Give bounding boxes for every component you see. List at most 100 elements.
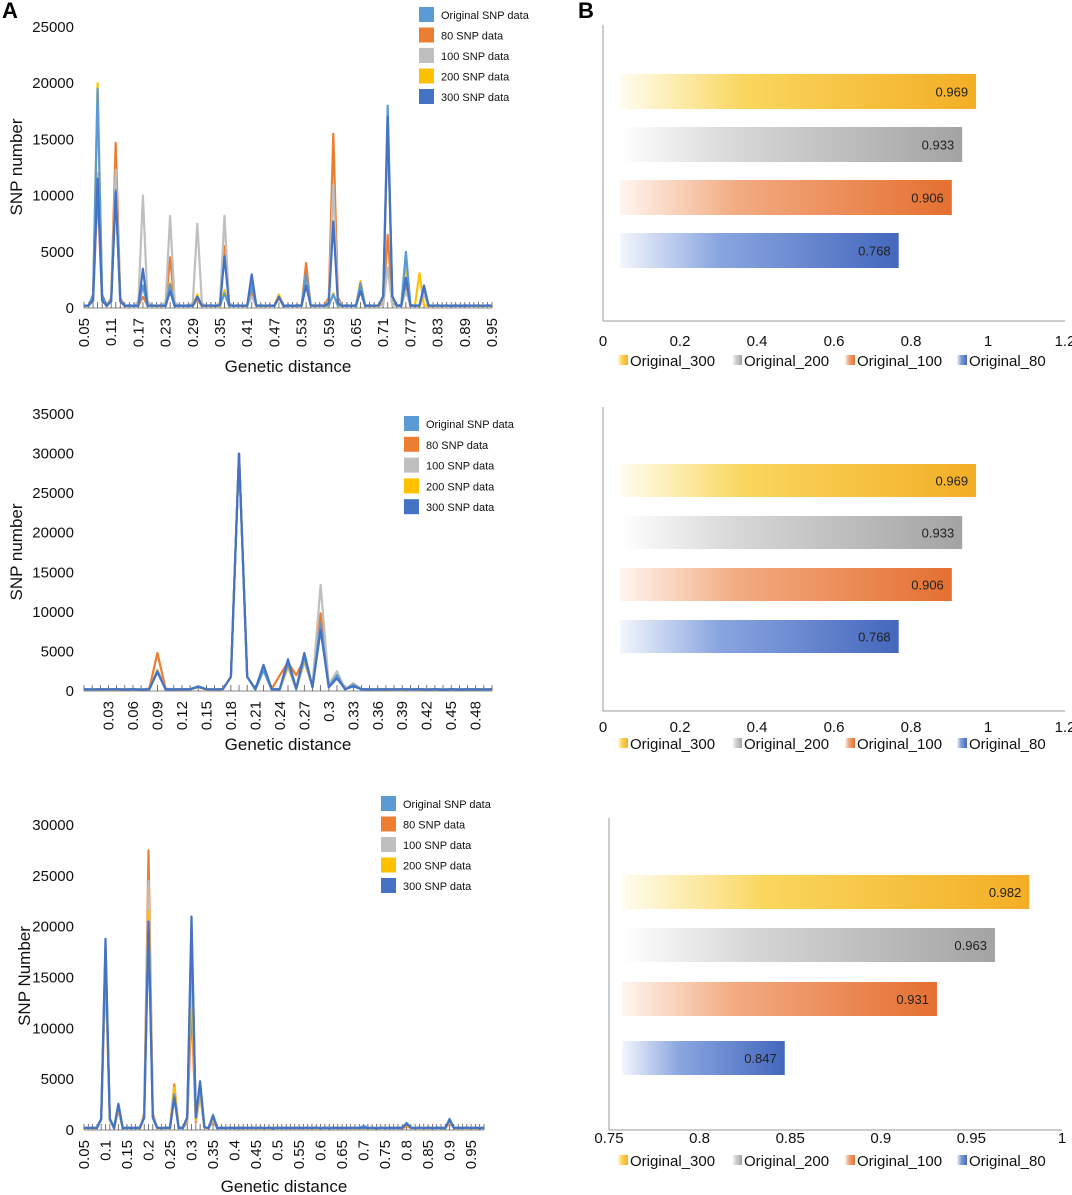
- legend-swatch-100-snp-data: [381, 837, 396, 852]
- x-tick-label: 0.6: [824, 333, 845, 350]
- legend-label-original-300: Original_300: [630, 353, 715, 370]
- x-tick-label: 0.06: [125, 701, 142, 730]
- y-tick-label: 10000: [32, 188, 74, 205]
- x-tick-label: 0.05: [76, 1140, 93, 1169]
- legend-swatch-original-300: [618, 738, 628, 748]
- bar-original-200: [620, 127, 963, 162]
- x-tick-label: 0.71: [375, 318, 392, 347]
- x-tick-label: 0.75: [377, 1140, 394, 1169]
- x-tick-label: 0.09: [149, 701, 166, 730]
- x-tick-label: 0.53: [294, 318, 311, 347]
- x-tick-label: 0.95: [463, 1140, 480, 1169]
- x-tick-label: 0.21: [247, 701, 264, 730]
- y-tick-label: 0: [66, 683, 74, 700]
- bar-value-label: 0.931: [896, 992, 929, 1007]
- y-tick-label: 25000: [32, 19, 74, 36]
- legend-swatch-original-100: [845, 355, 855, 365]
- x-tick-label: 0: [599, 719, 607, 736]
- x-tick-label: 0.25: [162, 1140, 179, 1169]
- legend-swatch-200-snp-data: [404, 478, 419, 494]
- y-tick-label: 15000: [32, 970, 74, 987]
- legend-swatch-original-snp-data: [404, 416, 419, 431]
- y-axis-title: SNP Number: [15, 926, 34, 1026]
- x-tick-label: 0.41: [239, 318, 256, 347]
- y-tick-label: 15000: [32, 564, 74, 581]
- bar-value-label: 0.969: [936, 85, 969, 100]
- bar-original-200: [620, 516, 963, 549]
- legend-swatch-100-snp-data: [404, 457, 419, 473]
- legend-label-original-snp-data: Original SNP data: [426, 419, 515, 431]
- x-tick-label: 0: [599, 333, 607, 350]
- x-tick-label: 0.2: [141, 1140, 158, 1161]
- x-tick-label: 0.24: [272, 701, 289, 730]
- x-tick-label: 0.18: [223, 701, 240, 730]
- line-chart-bottom: 0 5000 10000 15000 20000 25000 30000 0.05 0.1 0.1…: [15, 796, 492, 1195]
- legend-swatch-original-300: [618, 1155, 628, 1165]
- legend-label-original-100: Original_100: [857, 736, 942, 753]
- bar-original-80: [622, 1041, 785, 1075]
- bar-original-80: [620, 620, 899, 653]
- bar-chart-bottom: 0.75 0.8 0.85 0.9 0.95 1 0.982 0.963 0.931 0.847 O…: [594, 818, 1066, 1170]
- x-tick-label: 0.45: [248, 1140, 265, 1169]
- legend-swatch-200-snp-data: [381, 857, 396, 873]
- y-tick-label: 20000: [32, 525, 74, 542]
- x-tick-label: 0.17: [130, 318, 147, 347]
- y-tick-label: 10000: [32, 604, 74, 621]
- x-tick-label: 0.3: [321, 701, 338, 722]
- bar-original-80: [620, 233, 899, 268]
- x-tick-label: 0.8: [901, 333, 922, 350]
- x-tick-label: 0.65: [334, 1140, 351, 1169]
- legend-swatch-300-snp-data: [381, 878, 396, 893]
- x-tick-label: 1.2: [1055, 719, 1072, 736]
- legend-label-original-100: Original_100: [857, 1153, 942, 1170]
- legend-swatch-300-snp-data: [419, 89, 434, 104]
- legend-swatch-80-snp-data: [404, 436, 419, 452]
- y-tick-label: 5000: [41, 1071, 74, 1088]
- legend-label-100-snp-data: 100 SNP data: [403, 840, 472, 852]
- legend-label-original-200: Original_200: [744, 1153, 829, 1170]
- bar-value-label: 0.969: [936, 474, 969, 489]
- legend-label-200-snp-data: 200 SNP data: [441, 72, 510, 84]
- x-tick-label: 0.65: [348, 318, 365, 347]
- x-tick-label: 0.89: [457, 318, 474, 347]
- x-tick-label: 0.47: [266, 318, 283, 347]
- x-tick-label: 0.29: [185, 318, 202, 347]
- legend-swatch-80-snp-data: [381, 816, 396, 832]
- x-axis-title: Genetic distance: [221, 1177, 348, 1195]
- bar-value-label: 0.906: [911, 191, 944, 206]
- legend-swatch-original-200: [732, 738, 742, 748]
- x-tick-label: 0.9: [870, 1130, 891, 1147]
- y-tick-label: 10000: [32, 1020, 74, 1037]
- bar-value-label: 0.768: [858, 630, 891, 645]
- y-tick-label: 15000: [32, 131, 74, 148]
- x-tick-label: 0.8: [399, 1140, 416, 1161]
- x-tick-label: 0.33: [345, 701, 362, 730]
- x-tick-label: 0.39: [394, 701, 411, 730]
- bar-chart-middle: 0 0.2 0.4 0.6 0.8 1 1.2 0.969 0.933 0.906 0.768 Ori…: [599, 407, 1072, 753]
- legend-label-100-snp-data: 100 SNP data: [426, 461, 495, 473]
- y-axis-title: SNP number: [7, 503, 26, 600]
- bar-original-100: [620, 180, 952, 215]
- y-axis-title: SNP number: [7, 118, 26, 215]
- bar-value-label: 0.982: [989, 885, 1022, 900]
- legend-swatch-original-200: [732, 1155, 742, 1165]
- legend-swatch-original-snp-data: [419, 7, 434, 22]
- series-line-300-snp-data: [83, 452, 492, 691]
- legend-label-original-300: Original_300: [630, 736, 715, 753]
- y-tick-label: 0: [66, 300, 74, 317]
- x-tick-label: 1: [984, 333, 992, 350]
- bar-value-label: 0.906: [911, 578, 944, 593]
- legend-label-original-snp-data: Original SNP data: [441, 10, 530, 22]
- legend-label-80-snp-data: 80 SNP data: [426, 440, 489, 452]
- bar-value-label: 0.933: [922, 138, 955, 153]
- x-tick-label: 0.8: [901, 719, 922, 736]
- x-tick-label: 0.59: [321, 318, 338, 347]
- legend-label-original-200: Original_200: [744, 353, 829, 370]
- legend-label-100-snp-data: 100 SNP data: [441, 51, 510, 63]
- x-tick-label: 0.45: [443, 701, 460, 730]
- bar-value-label: 0.933: [922, 526, 955, 541]
- legend-swatch-300-snp-data: [404, 499, 419, 515]
- x-tick-label: 1: [1058, 1130, 1066, 1147]
- bar-original-300: [620, 74, 977, 109]
